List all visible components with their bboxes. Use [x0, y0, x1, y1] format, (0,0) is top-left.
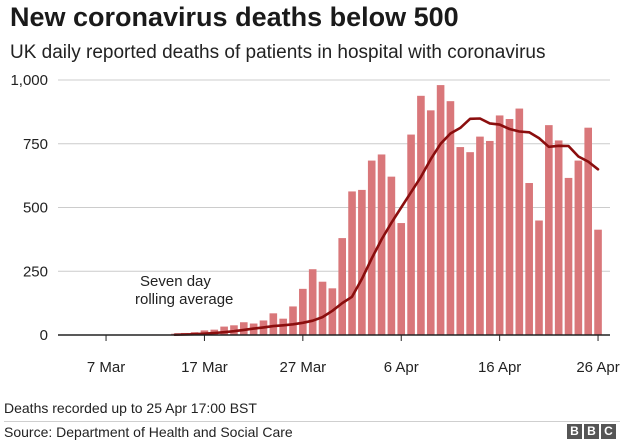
- bar: [436, 85, 445, 335]
- bar: [554, 140, 563, 335]
- bar: [417, 95, 425, 335]
- bar: [308, 269, 317, 335]
- bar: [338, 238, 346, 335]
- bar: [574, 160, 583, 335]
- bar: [446, 101, 455, 335]
- bar: [397, 223, 406, 335]
- bar: [564, 177, 573, 335]
- bar: [486, 140, 494, 335]
- bar: [377, 154, 386, 335]
- bar: [387, 176, 396, 335]
- logo-letter: C: [601, 424, 616, 439]
- bar: [269, 313, 278, 335]
- chart-title: New coronavirus deaths below 500: [10, 2, 459, 32]
- bar: [476, 136, 484, 335]
- x-axis: 7 Mar 17 Mar 27 Mar 6 Apr 16 Apr 26 Apr: [58, 334, 620, 376]
- y-tick-label: 750: [23, 136, 48, 153]
- bar: [407, 134, 415, 335]
- y-tick-label: 250: [23, 263, 48, 280]
- bar: [220, 326, 228, 335]
- x-tick-label: 27 Mar: [279, 359, 326, 376]
- bar: [367, 160, 376, 335]
- bar: [466, 152, 474, 335]
- bar: [584, 127, 592, 335]
- bar: [525, 183, 533, 335]
- logo-letter: B: [567, 424, 582, 439]
- bar: [426, 110, 435, 335]
- x-tick-label: 16 Apr: [478, 359, 521, 376]
- bar: [348, 191, 356, 335]
- bar: [505, 119, 514, 335]
- deaths-chart: 0 250 500 750 1,000 7 Mar 17 Mar 27 Mar 6 Apr 16…: [10, 72, 620, 376]
- bar: [495, 115, 504, 335]
- logo-letter: B: [584, 424, 599, 439]
- y-axis: 0 250 500 750 1,000: [10, 72, 48, 344]
- bar: [289, 306, 297, 335]
- bbc-logo: B B C: [567, 424, 616, 439]
- footnote: Deaths recorded up to 25 Apr 17:00 BST: [4, 400, 257, 416]
- bar: [299, 288, 307, 335]
- bar: [358, 189, 366, 335]
- bar: [456, 147, 465, 335]
- x-tick-label: 7 Mar: [87, 359, 125, 376]
- chart-subtitle: UK daily reported deaths of patients in …: [10, 42, 546, 63]
- footer-divider: [4, 421, 620, 422]
- x-tick-label: 26 Apr: [576, 359, 619, 376]
- rolling-average-series: [173, 117, 600, 336]
- bar: [594, 229, 602, 335]
- annotation-line-1: Seven day: [140, 273, 211, 290]
- y-tick-label: 500: [23, 200, 48, 217]
- bar: [535, 220, 543, 335]
- y-tick-label: 1,000: [10, 72, 48, 89]
- x-tick-label: 6 Apr: [384, 359, 419, 376]
- bar: [545, 125, 553, 335]
- annotation-line-2: rolling average: [135, 291, 233, 308]
- bar: [318, 281, 327, 335]
- source-text: Source: Department of Health and Social …: [4, 424, 293, 440]
- rolling-average-line: [173, 117, 600, 336]
- bar: [279, 318, 287, 335]
- bar: [515, 108, 524, 335]
- y-tick-label: 0: [40, 327, 48, 344]
- x-tick-label: 17 Mar: [181, 359, 228, 376]
